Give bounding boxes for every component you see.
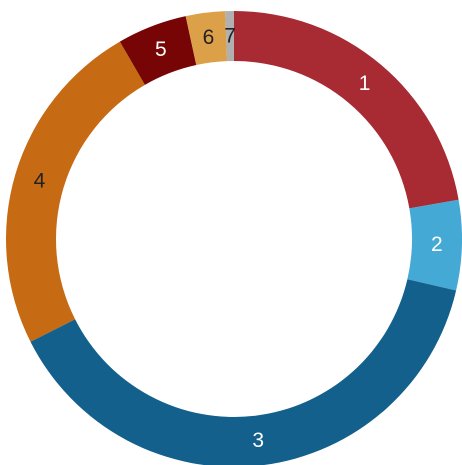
slice-label-6: 6 xyxy=(203,26,215,49)
donut-slices xyxy=(5,11,462,465)
donut-slice-6 xyxy=(185,11,228,66)
donut-slice-5 xyxy=(119,16,197,85)
slice-label-5: 5 xyxy=(155,38,167,61)
donut-slice-3 xyxy=(30,279,457,465)
donut-labels: 1 2 3 4 5 6 7 xyxy=(34,25,443,453)
donut-slice-2 xyxy=(407,199,462,291)
donut-slice-4 xyxy=(5,41,145,342)
slice-label-3: 3 xyxy=(252,429,264,452)
slice-label-1: 1 xyxy=(359,72,371,95)
slice-label-2: 2 xyxy=(431,233,443,256)
donut-slice-1 xyxy=(234,11,459,209)
slice-label-4: 4 xyxy=(34,170,46,193)
donut-slice-7 xyxy=(225,11,234,62)
slice-label-7: 7 xyxy=(224,25,236,48)
